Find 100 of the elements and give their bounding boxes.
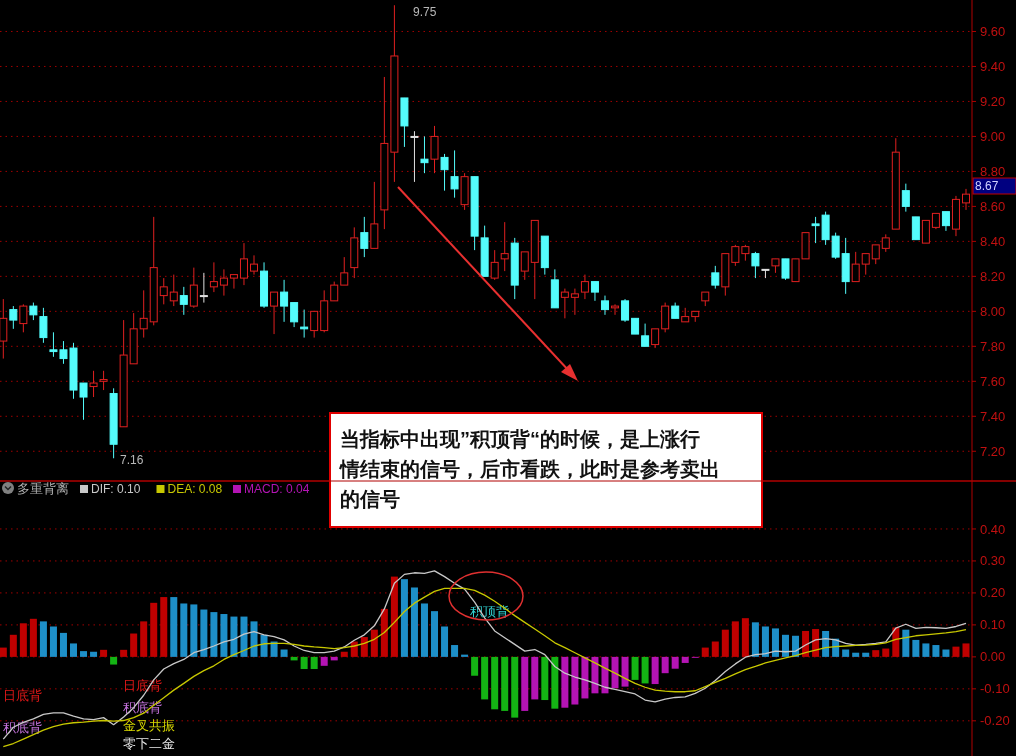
candlestick (280, 279, 289, 323)
candlestick (651, 328, 660, 349)
candlestick (751, 251, 760, 279)
bar (731, 621, 739, 657)
bar (260, 634, 268, 657)
bar (0, 647, 7, 657)
candlestick (921, 219, 930, 244)
candlestick (450, 149, 459, 199)
candlestick (871, 244, 880, 265)
bar (420, 603, 428, 657)
bar (190, 604, 198, 657)
candlestick (229, 274, 238, 290)
bar (962, 643, 970, 657)
bar (130, 633, 138, 657)
y-tick-label: 8.20 (980, 268, 1006, 284)
y-tick-label: 7.40 (980, 408, 1006, 424)
bar (952, 646, 960, 657)
candlestick (219, 268, 228, 297)
candlestick (250, 254, 258, 276)
bar (932, 645, 940, 657)
bar (671, 656, 679, 669)
bar (511, 656, 519, 718)
y-tick-label: 7.80 (980, 338, 1006, 354)
candlestick (641, 323, 650, 347)
candlestick (89, 370, 98, 398)
candlestick (169, 274, 178, 307)
bar (551, 656, 559, 709)
bar (661, 656, 669, 674)
candlestick (330, 281, 339, 302)
candlestick (270, 291, 279, 335)
candlestick (590, 281, 599, 302)
candlestick (851, 251, 860, 283)
y-tick-label: 0.40 (980, 521, 1006, 537)
bar (210, 612, 218, 657)
legend-label: DEA: 0.08 (167, 482, 223, 496)
bar (641, 656, 649, 684)
annotation: 当指标中出现”积顶背“的时候，是上涨行情结束的信号，后市看跌，此时是参考卖出的信号 (338, 428, 720, 510)
y-tick-label: 0.30 (980, 553, 1006, 569)
y-tick-label: 9.60 (980, 24, 1006, 40)
bar (451, 645, 459, 657)
candlestick (580, 274, 589, 300)
bar (200, 609, 208, 657)
candlestick (199, 272, 208, 304)
bar (541, 656, 549, 701)
bar (922, 643, 930, 657)
bar (49, 626, 57, 657)
candlestick (440, 153, 449, 192)
bar (120, 649, 128, 657)
candlestick (99, 370, 108, 391)
text: 8.67 (975, 179, 999, 194)
bar (9, 634, 17, 657)
bar (842, 649, 850, 657)
candlestick (209, 261, 218, 293)
bar (721, 629, 729, 657)
y-tick-label: -0.10 (980, 681, 1010, 697)
candlestick (410, 130, 419, 183)
bar (220, 614, 228, 657)
bar (441, 626, 449, 657)
bar (591, 656, 599, 694)
candlestick (781, 258, 790, 281)
bar (531, 656, 539, 700)
y-tick-label: 7.60 (980, 373, 1006, 389)
annotation: 金叉共振 (123, 718, 175, 733)
candlestick (621, 298, 630, 323)
bar (621, 656, 629, 687)
bar (300, 656, 308, 670)
bar (270, 641, 278, 657)
bar (280, 649, 288, 657)
y-tick-label: 0.20 (980, 585, 1006, 601)
candlestick (340, 256, 349, 286)
bar (180, 603, 188, 657)
bar (110, 656, 118, 665)
y-tick-label: 7.20 (980, 443, 1006, 459)
bar (90, 651, 98, 657)
candlestick (570, 288, 579, 316)
bar (160, 597, 168, 657)
bar (240, 616, 248, 657)
bar (80, 651, 88, 657)
bar (170, 597, 178, 657)
candlestick (19, 303, 28, 333)
bar (581, 656, 589, 699)
bar (400, 579, 408, 657)
bar (380, 608, 388, 657)
bar (902, 629, 910, 657)
bar (771, 628, 779, 657)
bar (882, 648, 890, 657)
candlestick (490, 249, 499, 281)
bar (100, 649, 108, 657)
bar (611, 656, 619, 689)
candlestick (360, 216, 369, 258)
bar (481, 656, 489, 700)
candlestick (179, 286, 188, 316)
candlestick (711, 265, 720, 290)
candlestick (9, 305, 18, 330)
bar (852, 652, 860, 657)
annotation: 7.16 (120, 453, 144, 468)
bar (601, 656, 609, 694)
y-tick-label: 8.00 (980, 303, 1006, 319)
bar (781, 634, 789, 657)
bar (150, 602, 158, 657)
